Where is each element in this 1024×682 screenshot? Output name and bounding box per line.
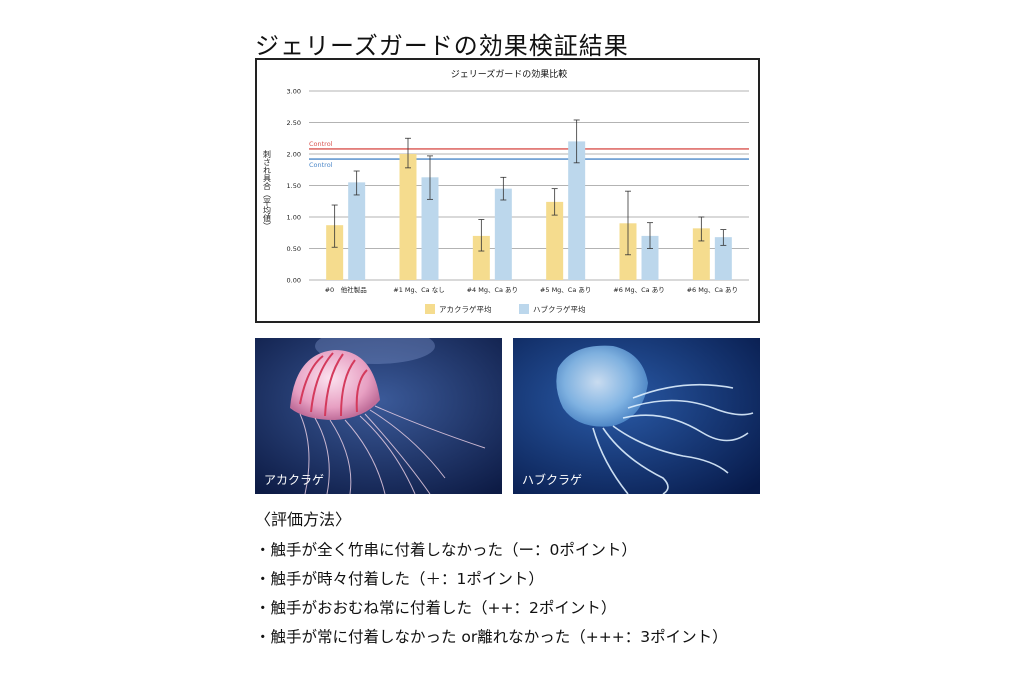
y-tick-label: 1.50: [287, 182, 301, 190]
habukurage-caption: ハブクラゲ: [522, 472, 582, 487]
bar: [494, 188, 512, 280]
evaluation-method-list: ・触手が全く竹串に付着しなかった（ー：0ポイント） ・触手が時々付着した（＋：1…: [255, 536, 728, 652]
y-tick-label: 0.00: [287, 277, 301, 285]
chart-title: ジェリーズガードの効果比較: [451, 68, 568, 80]
akakurage-image: アカクラゲ: [255, 338, 502, 494]
bar: [692, 228, 710, 280]
list-item: ・触手がおおむね常に付着した（++：2ポイント）: [255, 599, 617, 617]
legend-label: アカクラゲ平均: [439, 304, 492, 314]
bar: [399, 154, 417, 280]
chart-panel: ジェリーズガードの効果比較 刺され具合（平均値） Control Control …: [255, 58, 760, 323]
bars: [326, 119, 732, 280]
control-lines: Control Control: [309, 140, 749, 169]
bar: [326, 225, 344, 280]
x-tick-label: #5 Mg、Ca あり: [540, 286, 591, 294]
bar-chart: ジェリーズガードの効果比較 刺され具合（平均値） ControlControl …: [263, 68, 749, 314]
x-tick-label: #6 Mg、Ca あり: [613, 286, 664, 294]
legend-label: ハブクラゲ平均: [533, 304, 586, 314]
list-item: ・触手が時々付着した（＋：1ポイント）: [255, 570, 544, 588]
bar: [472, 235, 490, 280]
y-tick-label: 3.00: [287, 88, 301, 96]
y-tick-label: 1.00: [287, 214, 301, 222]
x-tick-label: #4 Mg、Ca あり: [467, 286, 518, 294]
y-axis-label: 刺され具合（平均値）: [263, 150, 272, 230]
habukurage-photo: ハブクラゲ: [513, 338, 760, 494]
bar: [421, 177, 439, 280]
grid-lines: [309, 90, 749, 281]
x-tick-label: #0 他社製品: [325, 285, 367, 294]
x-tick-label: #1 Mg、Ca なし: [393, 286, 444, 294]
y-tick-label: 2.00: [287, 151, 301, 159]
akakurage-photo: アカクラゲ: [255, 338, 502, 494]
habukurage-image: ハブクラゲ: [513, 338, 760, 494]
akakurage-caption: アカクラゲ: [264, 473, 324, 487]
legend-swatch: [425, 304, 435, 314]
legend: アカクラゲ平均 ハブクラゲ平均: [425, 304, 586, 314]
bar: [546, 201, 564, 280]
legend-swatch: [519, 304, 529, 314]
y-tick-label: 2.50: [287, 119, 301, 127]
control-label: Control: [309, 140, 333, 148]
evaluation-method-title: 〈評価方法〉: [255, 510, 352, 529]
bar: [568, 141, 586, 280]
axis-labels: 0.00 0.50 1.00 1.50 2.00 2.50 3.00 #0 他社製品 #1 Mg…: [287, 88, 739, 295]
bar: [348, 182, 366, 280]
bar: [641, 235, 659, 280]
page-title: ジェリーズガードの効果検証結果: [255, 32, 629, 60]
list-item: ・触手が常に付着しなかった or離れなかった（+++：3ポイント）: [255, 628, 728, 646]
control-label: Control: [309, 161, 333, 169]
y-tick-label: 0.50: [287, 245, 301, 253]
bar: [714, 237, 732, 280]
list-item: ・触手が全く竹串に付着しなかった（ー：0ポイント）: [255, 541, 637, 559]
x-tick-label: #6 Mg、Ca あり: [687, 286, 738, 294]
